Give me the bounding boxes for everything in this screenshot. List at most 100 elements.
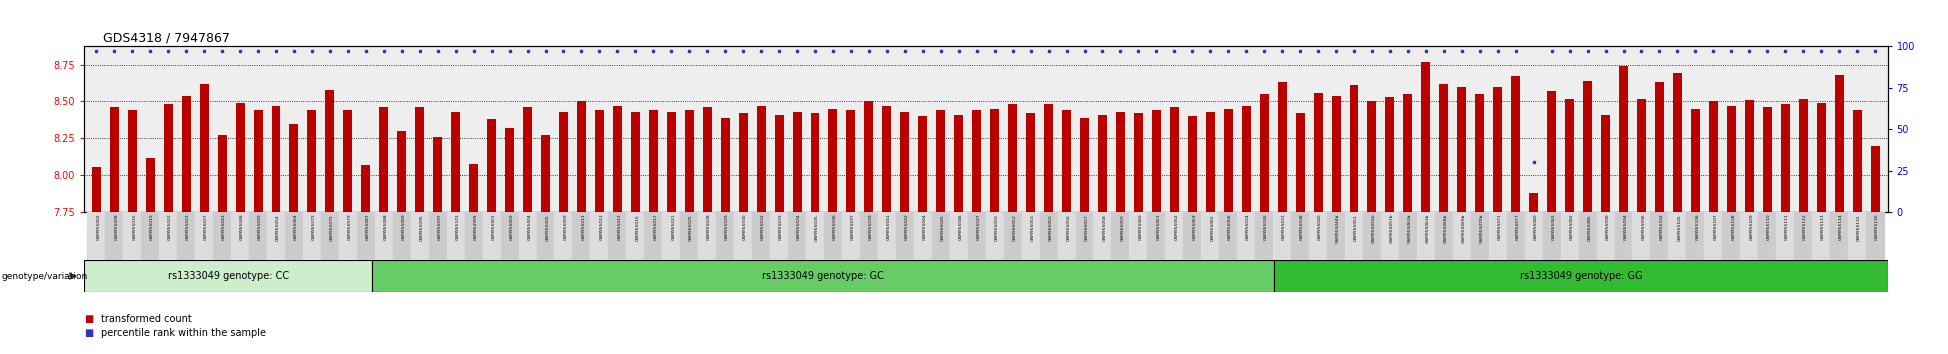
Bar — [1079, 118, 1089, 212]
Bar — [92, 166, 101, 212]
Bar — [1295, 113, 1305, 212]
Bar — [1171, 107, 1179, 212]
Bar — [1453, 212, 1471, 260]
Bar — [1763, 107, 1773, 212]
Bar — [518, 212, 536, 260]
Bar — [1309, 212, 1327, 260]
Text: GSM955114: GSM955114 — [1839, 214, 1843, 240]
Text: GSM955044: GSM955044 — [923, 214, 927, 240]
Text: GSM955002: GSM955002 — [95, 214, 101, 240]
Bar — [343, 110, 353, 212]
Text: GSM955042: GSM955042 — [904, 214, 910, 240]
Text: GSM955062b: GSM955062b — [1408, 214, 1412, 243]
Bar — [321, 212, 339, 260]
Bar — [1274, 260, 1888, 292]
Bar — [380, 107, 388, 212]
Bar — [1866, 212, 1884, 260]
Text: GSM955088: GSM955088 — [384, 214, 388, 240]
Bar — [1364, 212, 1381, 260]
Bar — [308, 110, 316, 212]
Bar — [232, 212, 249, 260]
Bar — [721, 118, 730, 212]
Bar — [577, 102, 586, 212]
Text: GSM955061: GSM955061 — [1157, 214, 1161, 240]
Bar — [955, 115, 962, 212]
Bar — [1440, 84, 1447, 212]
Text: GSM955026: GSM955026 — [1264, 214, 1268, 240]
Bar — [1529, 193, 1539, 212]
Text: GSM955101: GSM955101 — [456, 214, 460, 240]
Text: GSM955064: GSM955064 — [294, 214, 298, 240]
Bar — [1691, 109, 1701, 212]
Text: GSM955030: GSM955030 — [742, 214, 748, 240]
Bar — [703, 107, 711, 212]
Bar — [686, 110, 693, 212]
Text: GSM955036: GSM955036 — [834, 214, 838, 240]
Bar — [1009, 104, 1017, 212]
Bar — [1740, 212, 1759, 260]
Text: GDS4318 / 7947867: GDS4318 / 7947867 — [103, 31, 230, 44]
Bar — [918, 116, 927, 212]
Bar — [1632, 212, 1650, 260]
Text: GSM955057b: GSM955057b — [1391, 214, 1395, 243]
Bar — [1853, 110, 1862, 212]
Bar — [236, 103, 245, 212]
Bar — [1188, 116, 1196, 212]
Bar — [631, 112, 639, 212]
Bar — [536, 212, 555, 260]
Bar — [666, 112, 676, 212]
Bar — [432, 137, 442, 212]
Bar — [810, 113, 820, 212]
Text: GSM955107: GSM955107 — [1714, 214, 1718, 240]
Bar — [325, 90, 335, 212]
Bar — [1350, 85, 1358, 212]
Bar — [1075, 212, 1093, 260]
Text: GSM955108: GSM955108 — [1732, 214, 1736, 240]
Bar — [84, 260, 372, 292]
Bar — [1636, 98, 1646, 212]
Text: GSM955075: GSM955075 — [329, 214, 333, 241]
Bar — [199, 84, 208, 212]
Bar — [1601, 115, 1611, 212]
Bar — [123, 212, 142, 260]
Text: GSM955055: GSM955055 — [1048, 214, 1052, 241]
Bar — [1745, 100, 1753, 212]
Bar — [931, 212, 951, 260]
Bar — [304, 212, 321, 260]
Bar — [734, 212, 752, 260]
Text: GSM955003: GSM955003 — [510, 214, 514, 240]
Text: GSM954999: GSM954999 — [473, 214, 477, 240]
Bar — [1147, 212, 1165, 260]
Bar — [542, 136, 549, 212]
Text: GSM955011: GSM955011 — [581, 214, 586, 240]
Bar — [446, 212, 466, 260]
Bar — [1255, 212, 1274, 260]
Bar — [1619, 66, 1629, 212]
Bar — [1436, 212, 1453, 260]
Text: GSM955035: GSM955035 — [814, 214, 818, 241]
Bar — [1673, 73, 1681, 212]
Bar — [360, 165, 370, 212]
Bar — [882, 106, 892, 212]
Bar — [1506, 212, 1525, 260]
Text: GSM955056: GSM955056 — [1068, 214, 1071, 241]
Text: GSM955038: GSM955038 — [1299, 214, 1303, 240]
Text: GSM955051: GSM955051 — [1354, 214, 1358, 241]
Text: GSM955017: GSM955017 — [653, 214, 656, 240]
Bar — [1780, 104, 1790, 212]
Bar — [645, 212, 662, 260]
Bar — [397, 131, 407, 212]
Bar — [789, 212, 806, 260]
Bar — [573, 212, 590, 260]
Bar — [951, 212, 968, 260]
Bar — [1615, 212, 1632, 260]
Bar — [105, 212, 123, 260]
Text: GSM955068b: GSM955068b — [1443, 214, 1447, 243]
Text: GSM955112: GSM955112 — [1804, 214, 1808, 240]
Bar — [879, 212, 896, 260]
Text: GSM955097: GSM955097 — [438, 214, 442, 240]
Bar — [1219, 212, 1237, 260]
Bar — [793, 112, 801, 212]
Text: GSM955085: GSM955085 — [1588, 214, 1592, 241]
Bar — [1332, 96, 1340, 212]
